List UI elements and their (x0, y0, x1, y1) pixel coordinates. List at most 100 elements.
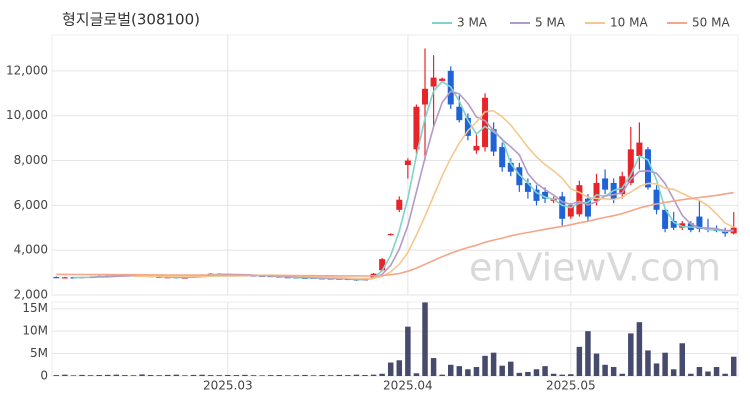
volume-bar (636, 322, 643, 376)
volume-bar (679, 343, 686, 376)
volume-bar (199, 374, 205, 376)
volume-bar (525, 371, 531, 376)
volume-bar (353, 374, 360, 376)
volume-bar (362, 375, 368, 376)
volume-bar (722, 373, 728, 376)
volume-bar (610, 367, 617, 376)
volume-bar (413, 373, 420, 376)
volume-bar (250, 375, 257, 376)
volume-bar (576, 346, 583, 376)
y-tick-label: 4,000 (14, 243, 48, 257)
candle-body (430, 77, 437, 87)
y-tick-label: 15M (22, 301, 48, 315)
candle-body (696, 216, 703, 229)
volume-bar (499, 365, 505, 376)
volume-bar (713, 367, 720, 376)
legend-label: 50 MA (692, 16, 730, 30)
candle-body (679, 223, 686, 228)
watermark: enViewV.com (469, 246, 721, 290)
candle-body (653, 189, 660, 210)
y-tick-label: 12,000 (6, 63, 48, 77)
volume-bar (327, 375, 334, 376)
volume-bar (422, 302, 428, 376)
legend-item: 5 MA (510, 16, 566, 30)
candle-body (404, 160, 411, 165)
candle-body (499, 147, 506, 168)
volume-bar (173, 374, 180, 376)
candle-body (567, 205, 574, 217)
candle-body (524, 182, 531, 192)
volume-bar (302, 374, 308, 376)
legend-label: 10 MA (610, 16, 648, 30)
volume-bar (293, 375, 300, 376)
candle-body (439, 78, 446, 81)
volume-bar (705, 371, 711, 376)
volume-bar (87, 375, 94, 376)
volume-bar (379, 373, 385, 376)
volume-bar (482, 355, 488, 376)
candle-body (490, 129, 497, 152)
candle-body (576, 185, 583, 215)
legend-label: 5 MA (535, 16, 566, 30)
volume-bar (670, 369, 677, 376)
volume-bar (96, 375, 102, 376)
volume-bar (542, 366, 548, 376)
candle-body (662, 209, 669, 229)
volume-bar (62, 374, 68, 376)
volume-bar (559, 374, 565, 376)
ma-line (56, 191, 734, 277)
volume-bar (156, 375, 162, 376)
candle-body (636, 142, 643, 157)
volume-bar (319, 375, 325, 376)
candle-body (644, 149, 651, 188)
volume-bar (79, 374, 85, 376)
y-tick-label: 6,000 (14, 198, 48, 212)
volume-bar (70, 375, 77, 376)
candle-body (507, 162, 514, 172)
candle-body (413, 106, 420, 150)
candle-body (387, 234, 394, 236)
volume-bar (396, 360, 403, 376)
candle-body (602, 178, 609, 190)
volume-bar (602, 364, 608, 376)
volume-bar (345, 375, 351, 376)
candle-body (584, 198, 591, 217)
volume-bar (233, 375, 240, 376)
volume-bar (465, 369, 471, 376)
volume-bar (216, 375, 222, 376)
candle-body (53, 277, 60, 279)
candle-body (559, 196, 566, 219)
volume-bar (370, 374, 377, 376)
candle-body (627, 149, 634, 183)
volume-bar (430, 358, 437, 376)
volume-bar (276, 375, 282, 376)
volume-bar (508, 361, 514, 376)
volume-bar (619, 373, 625, 376)
candle-body (482, 97, 489, 148)
volume-bar (130, 375, 137, 376)
volume-bar (662, 352, 668, 376)
volume-bar (310, 375, 317, 376)
volume-bar (405, 326, 411, 376)
x-tick-label: 2025.04 (383, 379, 433, 393)
volume-bar (139, 374, 145, 376)
candle-body (456, 106, 463, 121)
volume-bar (225, 374, 231, 376)
volume-bar (645, 350, 651, 376)
volume-bar (593, 353, 600, 376)
y-tick-label: 2,000 (14, 288, 48, 302)
candle-body (473, 145, 480, 151)
candle-body (670, 221, 677, 228)
volume-bar (113, 374, 120, 376)
volume-bar (533, 369, 540, 376)
y-tick-label: 5M (30, 346, 48, 360)
volume-bar (439, 374, 445, 376)
legend-item: 3 MA (432, 16, 488, 30)
volume-bar (568, 374, 574, 376)
candle-body (379, 259, 386, 271)
y-tick-label: 8,000 (14, 153, 48, 167)
volume-bar (336, 374, 343, 376)
volume-bar (628, 333, 634, 376)
candle-body (533, 189, 540, 201)
